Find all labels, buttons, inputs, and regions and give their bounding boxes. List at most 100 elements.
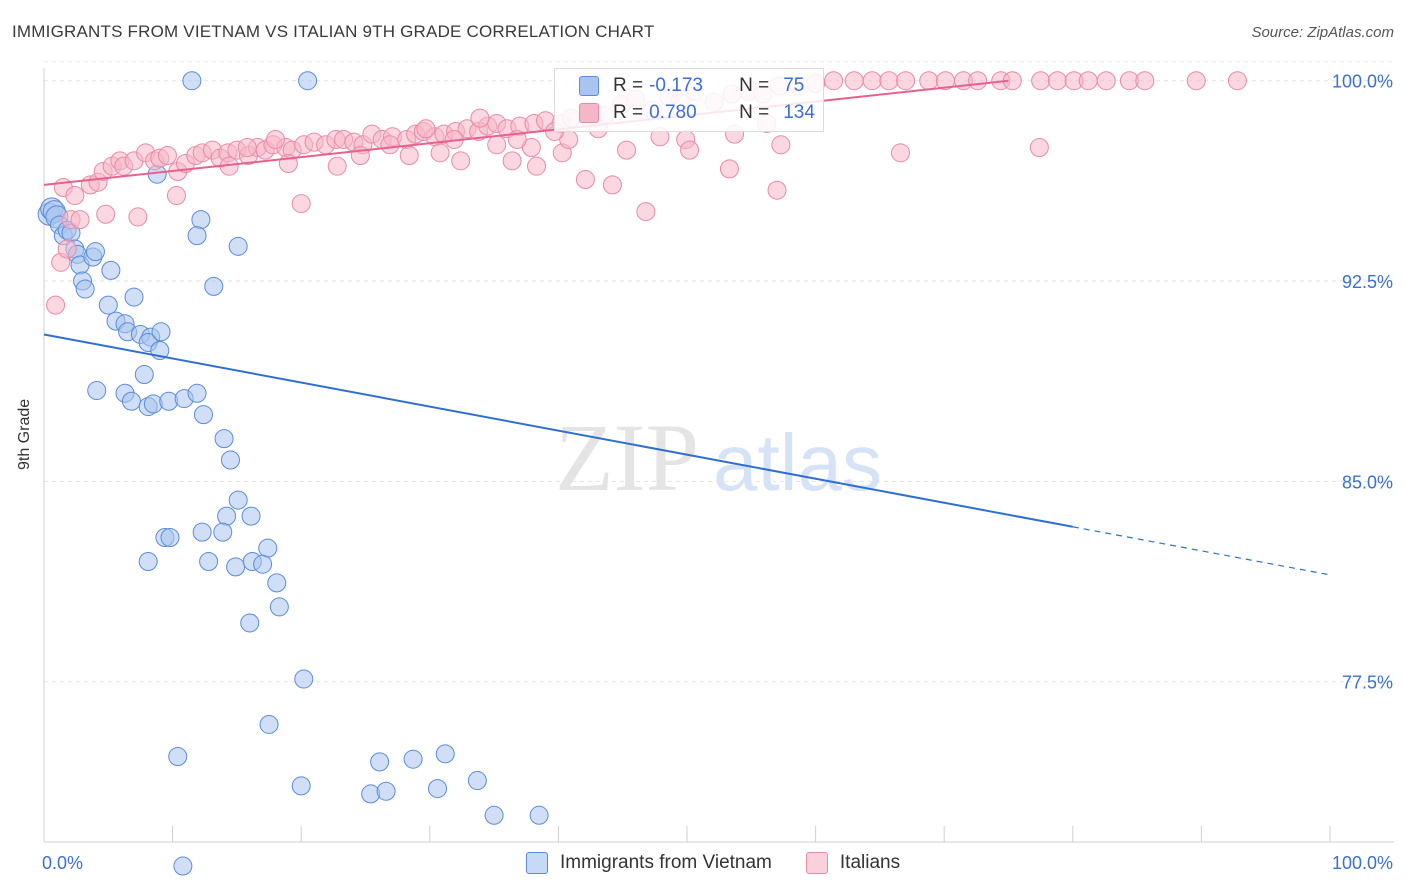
point-italians (1227, 71, 1247, 91)
legend-n-label: N = (739, 102, 770, 123)
point-vietnam (435, 744, 455, 764)
point-vietnam (193, 405, 213, 425)
point-italians (70, 210, 90, 230)
legend-row-italians: R = 0.780 N = 134 (579, 101, 815, 125)
point-vietnam (217, 506, 237, 526)
point-vietnam (240, 613, 260, 633)
point-italians (636, 202, 656, 222)
point-vietnam (124, 287, 144, 307)
point-vietnam (213, 522, 233, 542)
y-tick-label: 85.0% (1342, 472, 1393, 492)
point-vietnam (121, 391, 141, 411)
point-italians (575, 170, 595, 190)
point-italians (771, 135, 791, 155)
legend-label-italians: Italians (839, 852, 901, 873)
point-vietnam (138, 552, 158, 572)
legend-row-vietnam: R = -0.173 N = 75 (579, 74, 804, 98)
legend-swatch-italians (805, 852, 828, 874)
point-italians (416, 119, 436, 139)
point-italians (128, 207, 148, 227)
point-italians (46, 295, 66, 315)
point-vietnam (168, 747, 188, 767)
point-italians (1096, 71, 1116, 91)
point-vietnam (403, 749, 423, 769)
point-vietnam (173, 856, 193, 876)
point-italians (968, 71, 988, 91)
point-italians (862, 71, 882, 91)
point-italians (527, 156, 547, 176)
watermark: ZIP atlas (555, 404, 882, 511)
point-vietnam (143, 394, 163, 414)
legend-n-label: N = (739, 75, 770, 96)
point-italians (1047, 71, 1067, 91)
point-italians (502, 151, 522, 171)
legend-swatch-vietnam (526, 852, 548, 874)
point-italians (291, 194, 311, 214)
point-vietnam (253, 554, 273, 574)
trend-line-vietnam (43, 333, 1073, 528)
point-italians (1186, 71, 1206, 91)
point-vietnam (214, 429, 234, 449)
y-tick-label: 92.5% (1342, 272, 1393, 292)
point-italians (166, 186, 186, 206)
point-italians (617, 140, 637, 160)
point-vietnam (98, 295, 118, 315)
x-tick-label-min: 0.0% (42, 853, 83, 873)
point-vietnam (294, 669, 314, 689)
point-italians (824, 71, 844, 91)
watermark-atlas: atlas (713, 418, 882, 507)
point-italians (327, 156, 347, 176)
legend-label-vietnam: Immigrants from Vietnam (560, 852, 772, 873)
point-vietnam (484, 805, 504, 825)
legend-swatch-italians (579, 103, 599, 123)
point-vietnam (428, 779, 448, 799)
point-italians (157, 145, 177, 165)
point-italians (680, 140, 700, 160)
legend-n-value-italians: 134 (783, 102, 815, 123)
point-vietnam (187, 383, 207, 403)
legend-item-vietnam: Immigrants from Vietnam (526, 852, 772, 874)
point-italians (237, 137, 257, 157)
point-italians (430, 143, 450, 163)
point-vietnam (134, 365, 154, 385)
point-italians (1029, 137, 1049, 157)
point-italians (265, 129, 285, 149)
point-italians (57, 239, 77, 259)
point-vietnam (87, 381, 107, 401)
point-vietnam (199, 552, 219, 572)
legend-r-label: R = (613, 75, 644, 96)
point-vietnam (226, 557, 246, 577)
trend-lines (43, 79, 1331, 576)
point-italians (1078, 71, 1098, 91)
point-vietnam (361, 784, 381, 804)
point-vietnam (529, 805, 549, 825)
legend-n-value-vietnam: 75 (783, 75, 805, 96)
point-italians (919, 71, 939, 91)
point-vietnam (269, 597, 289, 617)
point-vietnam (228, 236, 248, 256)
trend-line-vietnam-extension (1072, 526, 1331, 576)
point-vietnam (258, 538, 278, 558)
point-italians (399, 145, 419, 165)
point-italians (719, 159, 739, 179)
point-vietnam (241, 506, 261, 526)
point-vietnam (291, 776, 311, 796)
point-italians (896, 71, 916, 91)
point-vietnam (192, 522, 212, 542)
point-italians (879, 71, 899, 91)
point-vietnam (259, 714, 279, 734)
point-vietnam (228, 490, 248, 510)
point-italians (65, 186, 85, 206)
legend-r-label: R = (613, 102, 644, 123)
watermark-zip: ZIP (555, 404, 699, 511)
point-vietnam (151, 322, 171, 342)
point-italians (487, 135, 507, 155)
point-italians (844, 71, 864, 91)
point-vietnam (182, 71, 202, 91)
point-vietnam (204, 276, 224, 296)
point-vietnam (160, 527, 180, 547)
legend-swatch-vietnam (579, 76, 599, 96)
point-vietnam (467, 771, 487, 791)
trend-line-italians (43, 79, 1009, 186)
